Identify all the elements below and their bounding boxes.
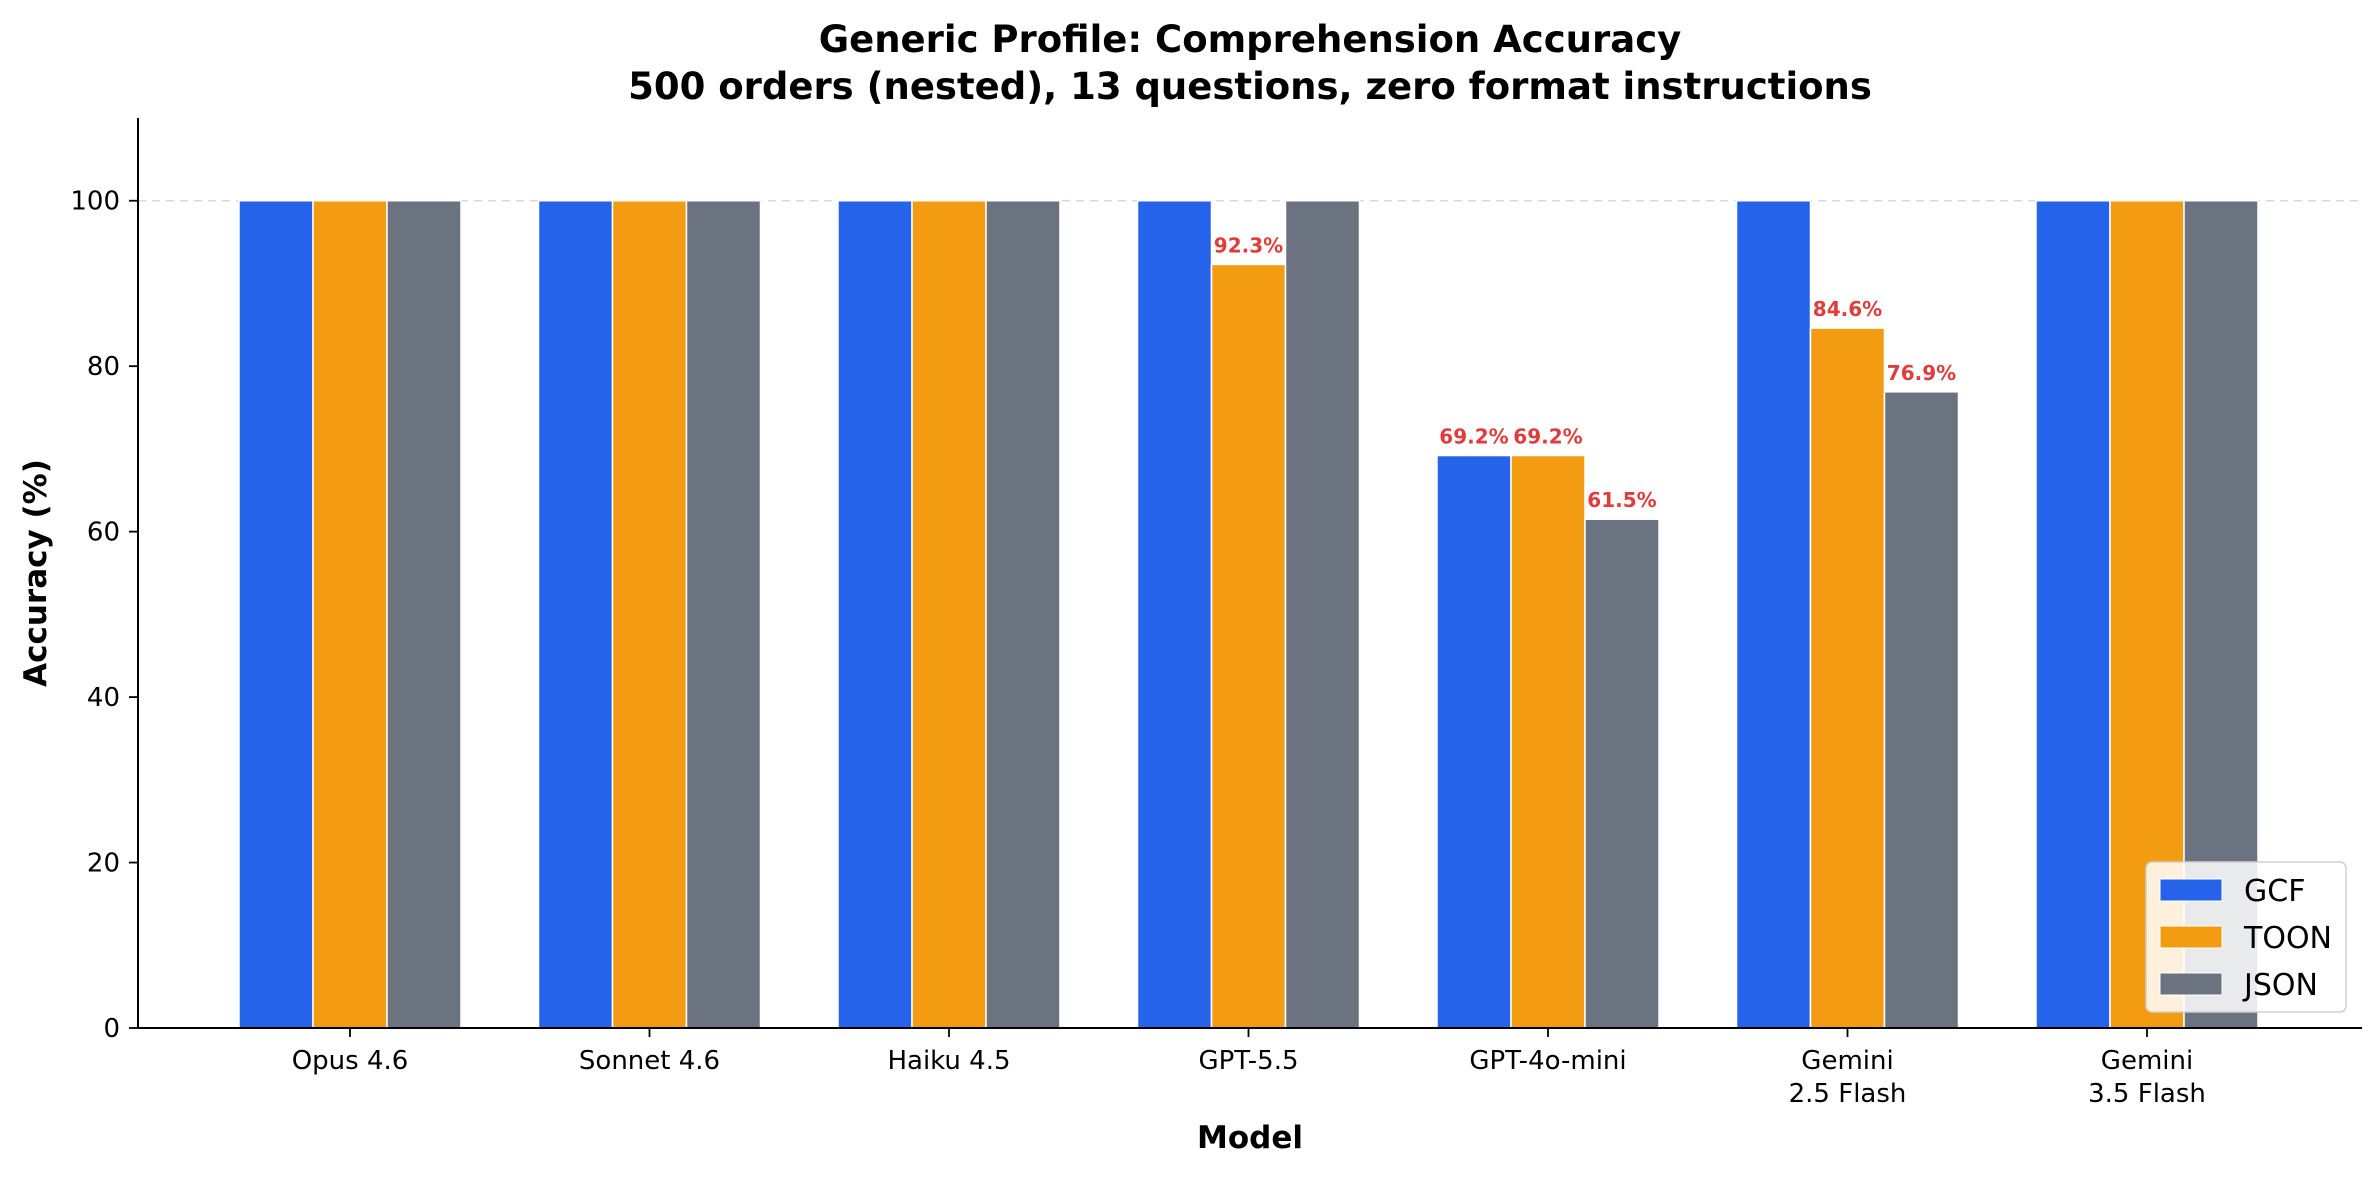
bar-json-5 xyxy=(1883,391,1960,1029)
bar-gcf-5 xyxy=(1735,199,1812,1029)
plot-area: 92.3% 69.2% 69.2% 61.5% 84.6% 76.9% 0 20 40 60 80 1… xyxy=(70,118,2362,1109)
y-tick-label: 20 xyxy=(87,849,120,879)
legend-swatch-json xyxy=(2159,972,2223,996)
x-tick-label: GPT-5.5 xyxy=(1198,1046,1298,1076)
data-label: 69.2% xyxy=(1513,425,1582,449)
bar-toon-4 xyxy=(1510,454,1586,1029)
bar-gcf-0 xyxy=(238,199,314,1029)
x-tick-label: GPT-4o-mini xyxy=(1469,1046,1626,1076)
bar-json-2 xyxy=(985,199,1061,1029)
bar-toon-2 xyxy=(911,199,987,1029)
bar-toon-0 xyxy=(312,199,388,1029)
x-tick-label: Gemini xyxy=(1801,1046,1893,1076)
legend-label-gcf: GCF xyxy=(2244,874,2305,909)
legend-label-json: JSON xyxy=(2242,968,2318,1003)
bar-json-1 xyxy=(685,199,762,1029)
x-tick-label: 2.5 Flash xyxy=(1789,1079,1907,1109)
data-label: 69.2% xyxy=(1439,425,1508,449)
x-tick-label: Gemini xyxy=(2101,1046,2193,1076)
x-tick-label: Opus 4.6 xyxy=(292,1046,409,1076)
y-tick-label: 60 xyxy=(87,518,120,548)
data-label: 84.6% xyxy=(1813,297,1882,321)
y-tick-label: 80 xyxy=(87,352,120,382)
bar-gcf-6 xyxy=(2035,199,2111,1029)
chart-subtitle: 500 orders (nested), 13 questions, zero … xyxy=(628,65,1872,108)
legend-swatch-toon xyxy=(2159,925,2223,949)
y-tick-label: 0 xyxy=(103,1014,120,1044)
bar-toon-5 xyxy=(1809,327,1886,1029)
bar-toon-3 xyxy=(1210,263,1287,1029)
legend-swatch-gcf xyxy=(2159,878,2223,902)
y-tick-label: 100 xyxy=(70,187,120,217)
chart-title: Generic Profile: Comprehension Accuracy xyxy=(819,18,1682,61)
bar-json-0 xyxy=(386,199,462,1029)
data-label: 61.5% xyxy=(1587,488,1656,512)
legend: GCF TOON JSON xyxy=(2145,861,2347,1013)
x-tick-label: Haiku 4.5 xyxy=(887,1046,1010,1076)
bar-toon-1 xyxy=(611,199,688,1029)
data-label: 76.9% xyxy=(1887,361,1956,385)
y-tick-label: 40 xyxy=(87,683,120,713)
y-axis-label: Accuracy (%) xyxy=(18,459,54,687)
data-label: 92.3% xyxy=(1214,233,1283,257)
bar-gcf-3 xyxy=(1136,199,1213,1029)
bar-json-3 xyxy=(1284,199,1361,1029)
bar-gcf-2 xyxy=(837,199,913,1029)
bar-gcf-1 xyxy=(537,199,614,1029)
bar-json-4 xyxy=(1584,518,1660,1029)
x-tick-label: Sonnet 4.6 xyxy=(579,1046,720,1076)
x-tick-label: 3.5 Flash xyxy=(2088,1079,2206,1109)
x-axis-label: Model xyxy=(1197,1120,1303,1156)
legend-label-toon: TOON xyxy=(2243,921,2332,956)
bar-gcf-4 xyxy=(1436,454,1512,1029)
